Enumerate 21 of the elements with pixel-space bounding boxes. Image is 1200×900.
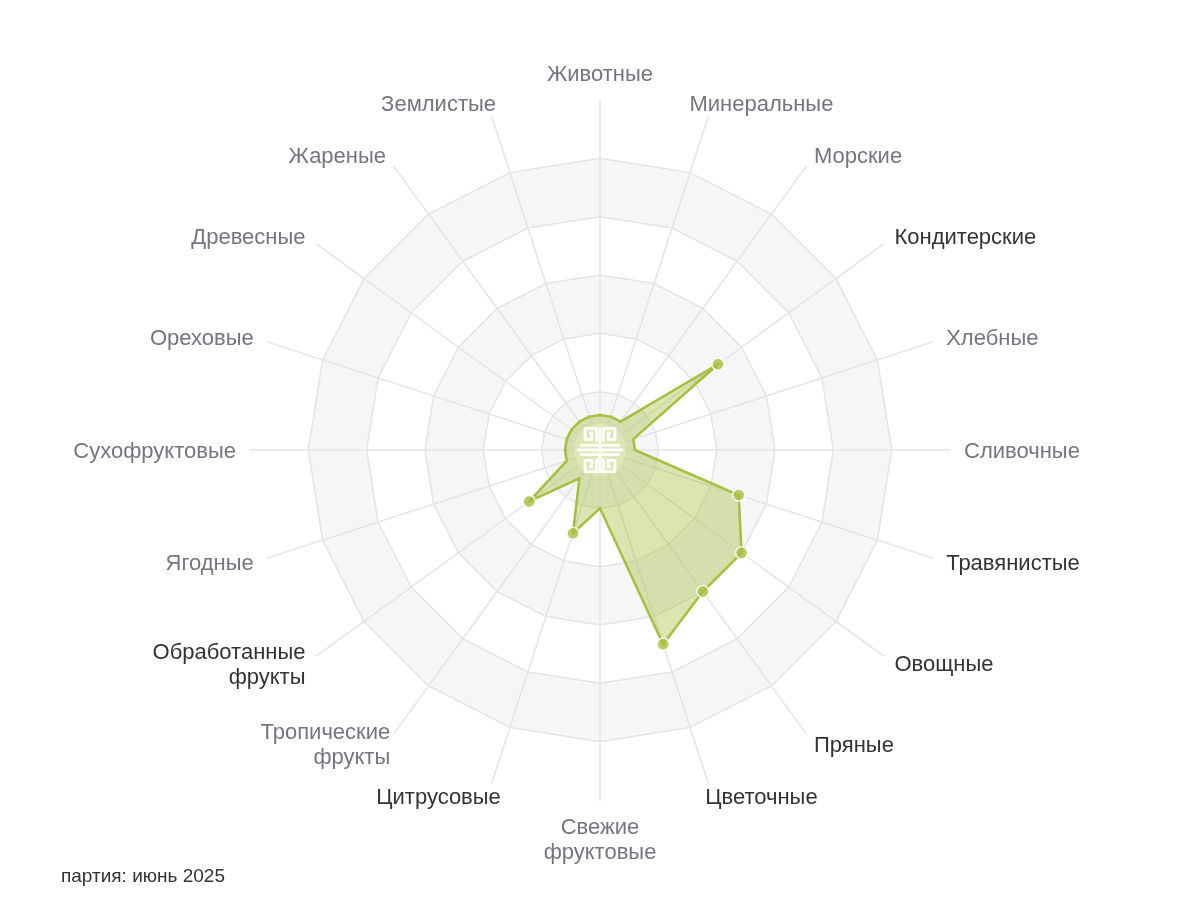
spoke-label: Травянистые	[946, 549, 1080, 575]
spoke-label: Минеральные	[689, 91, 834, 117]
spoke-label: Животные	[546, 61, 654, 86]
spoke-label: Свежие фруктовые	[543, 814, 657, 864]
spoke-label: Хлебные	[946, 325, 1039, 351]
spoke-label: Землистые	[381, 91, 497, 117]
spoke-label: Тропические фрукты	[260, 719, 391, 770]
spoke-label: Цветочные	[705, 783, 818, 809]
spoke-label: Ореховые	[149, 325, 254, 351]
spoke-label: Сухофруктовые	[73, 437, 236, 463]
spoke-label: Жареные	[288, 143, 387, 169]
spoke-label: Овощные	[894, 651, 994, 677]
spoke-label: Обработанные фрукты	[152, 638, 306, 689]
spoke-label: Кондитерские	[894, 223, 1037, 249]
spoke-label: Древесные	[191, 223, 306, 249]
spoke-label: Сливочные	[964, 437, 1080, 463]
spoke-label: Пряные	[813, 731, 894, 757]
spoke-label: Ягодные	[165, 549, 254, 575]
text: партия: июнь 2025	[61, 865, 225, 886]
spoke-label: Морские	[813, 143, 903, 169]
spoke-label: Цитрусовые	[376, 783, 501, 809]
